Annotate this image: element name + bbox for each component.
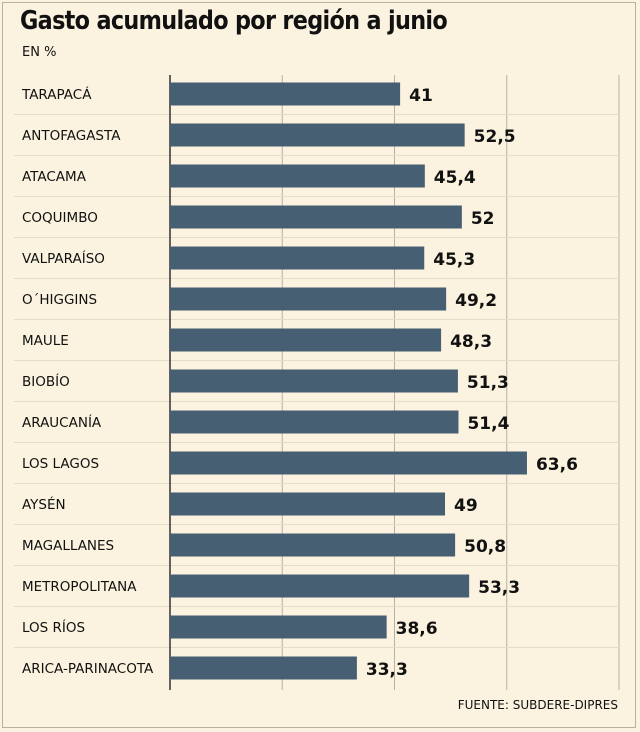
category-label: TARAPACÁ	[21, 86, 92, 103]
source-note: FUENTE: SUBDERE-DIPRES	[457, 698, 618, 712]
category-label: ARICA-PARINACOTA	[22, 661, 154, 677]
category-label: BIOBÍO	[22, 373, 70, 390]
bar	[170, 246, 425, 270]
value-label: 53,3	[478, 578, 520, 598]
value-label: 38,6	[396, 619, 438, 639]
value-label: 33,3	[366, 660, 408, 680]
category-label: LOS RÍOS	[22, 619, 85, 636]
bar	[170, 574, 470, 598]
category-label: LOS LAGOS	[22, 456, 99, 472]
value-label: 49	[454, 496, 478, 516]
bar	[170, 287, 447, 311]
bar	[170, 328, 442, 352]
bar	[170, 410, 459, 434]
bar	[170, 533, 456, 557]
bar	[170, 164, 425, 188]
value-label: 45,3	[433, 250, 475, 270]
bar	[170, 205, 462, 229]
chart-title: Gasto acumulado por región a junio	[20, 6, 448, 36]
category-label: ARAUCANÍA	[22, 414, 102, 431]
value-label: 48,3	[450, 332, 492, 352]
category-label: MAULE	[22, 333, 69, 349]
category-label: MAGALLANES	[22, 538, 114, 554]
category-label: O´HIGGINS	[22, 292, 97, 308]
category-label: COQUIMBO	[22, 210, 98, 226]
category-label: ANTOFAGASTA	[22, 128, 121, 144]
category-label: METROPOLITANA	[22, 579, 137, 595]
bar	[170, 123, 465, 147]
category-label: ATACAMA	[22, 169, 87, 185]
value-label: 45,4	[434, 168, 476, 188]
bar	[170, 82, 401, 106]
bar	[170, 369, 458, 393]
value-label: 49,2	[455, 291, 497, 311]
value-label: 63,6	[536, 455, 578, 475]
value-label: 50,8	[464, 537, 506, 557]
value-label: 51,3	[467, 373, 509, 393]
value-label: 52,5	[474, 127, 516, 147]
value-label: 52	[471, 209, 495, 229]
bar	[170, 492, 446, 516]
bar	[170, 451, 527, 475]
bar	[170, 615, 387, 639]
bar	[170, 656, 357, 680]
category-label: VALPARAÍSO	[22, 250, 105, 267]
category-label: AYSÉN	[22, 496, 66, 513]
value-label: 51,4	[467, 414, 509, 434]
chart-subtitle: EN %	[22, 45, 57, 60]
value-label: 41	[409, 86, 433, 106]
